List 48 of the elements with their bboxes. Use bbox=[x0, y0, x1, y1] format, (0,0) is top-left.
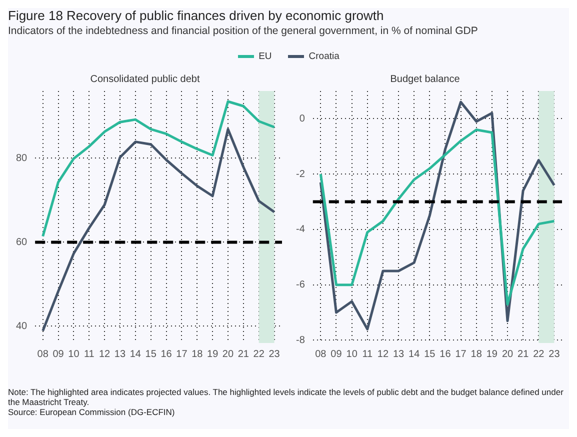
x-tick-label: 11 bbox=[362, 348, 374, 360]
x-tick-label: 22 bbox=[253, 348, 265, 360]
x-tick-label: 09 bbox=[52, 348, 64, 360]
y-tick-label: -8 bbox=[296, 334, 306, 346]
x-tick-label: 16 bbox=[440, 348, 452, 360]
x-tick-label: 21 bbox=[238, 348, 250, 360]
x-tick-label: 20 bbox=[502, 348, 514, 360]
text: Note: The highlighted area indicates projected values. The highlighted levels indicate the levels of public debt and the budget balance defined under the Maastricht Treaty. bbox=[8, 387, 564, 408]
x-tick-label: 09 bbox=[330, 348, 342, 360]
x-tick-label: 20 bbox=[222, 348, 234, 360]
y-tick-label: 80 bbox=[16, 152, 28, 164]
x-tick-label: 08 bbox=[37, 348, 49, 360]
y-tick-label: -2 bbox=[296, 168, 306, 180]
y-tick-label: -6 bbox=[296, 280, 306, 291]
chart-title: Budget balance bbox=[390, 74, 460, 85]
x-tick-label: 22 bbox=[533, 348, 545, 360]
x-tick-label: 12 bbox=[98, 348, 111, 360]
y-tick-label: -4 bbox=[296, 224, 306, 236]
x-tick-label: 17 bbox=[176, 348, 188, 360]
x-tick-label: 13 bbox=[114, 348, 126, 360]
text: Indicators of the indebtedness and financial position of the general government, in % of nominal GDP bbox=[8, 25, 479, 37]
x-tick-label: 21 bbox=[518, 348, 530, 360]
legend-label: EU bbox=[258, 50, 272, 62]
x-tick-label: 11 bbox=[84, 348, 95, 360]
x-tick-label: 14 bbox=[130, 348, 142, 360]
y-tick-label: 40 bbox=[16, 320, 28, 332]
text: Figure 18 Recovery of public finances driven by economic growth bbox=[8, 8, 385, 23]
x-tick-label: 23 bbox=[268, 348, 280, 360]
y-tick-label: 60 bbox=[16, 236, 28, 248]
x-tick-label: 08 bbox=[315, 348, 327, 360]
x-tick-label: 15 bbox=[145, 348, 157, 360]
source-note: Source: European Commission (DG-ECFIN) bbox=[8, 407, 176, 418]
x-tick-label: 14 bbox=[408, 348, 420, 360]
y-tick-label: 0 bbox=[299, 113, 306, 124]
x-tick-label: 18 bbox=[192, 348, 204, 360]
x-tick-label: 10 bbox=[68, 348, 80, 360]
x-tick-label: 13 bbox=[392, 348, 405, 360]
x-tick-label: 23 bbox=[548, 348, 560, 360]
x-tick-label: 19 bbox=[486, 348, 498, 360]
x-tick-label: 12 bbox=[377, 348, 389, 360]
x-tick-label: 15 bbox=[424, 348, 436, 360]
x-tick-label: 18 bbox=[470, 348, 482, 360]
x-tick-label: 10 bbox=[346, 348, 358, 360]
x-tick-label: 19 bbox=[207, 348, 219, 360]
x-tick-label: 17 bbox=[455, 348, 467, 360]
chart-title: Consolidated public debt bbox=[90, 74, 200, 85]
x-tick-label: 16 bbox=[160, 348, 172, 360]
legend-label: Croatia bbox=[308, 50, 340, 62]
